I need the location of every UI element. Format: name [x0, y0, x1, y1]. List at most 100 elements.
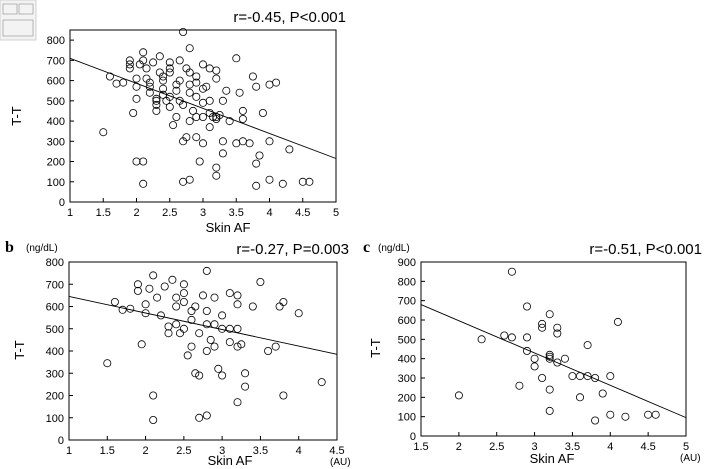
x-tick-label: 2 — [456, 441, 462, 453]
scatter-panel-b: b (ng/dL) r=-0.27, P=0.003 1 1.5 2 2.5 3 3.5 4… — [5, 239, 351, 468]
data-point — [553, 329, 562, 338]
data-point — [235, 88, 244, 97]
data-point — [165, 58, 174, 67]
data-point — [172, 113, 181, 122]
x-tick-label: 4 — [607, 441, 613, 453]
data-point — [225, 117, 234, 126]
data-point — [218, 149, 227, 158]
x-tick-label: 3 — [200, 207, 206, 219]
x-tick-label: 1.5 — [100, 445, 115, 457]
data-point — [168, 275, 177, 284]
x-tick-label: 2.5 — [489, 441, 504, 453]
data-point — [132, 94, 141, 103]
y-tick-label: 900 — [398, 257, 416, 269]
x-tick-label: 3 — [219, 445, 225, 457]
data-point — [165, 102, 174, 111]
data-point — [202, 346, 211, 355]
data-point — [126, 304, 135, 313]
x-axis-label: Skin AF — [206, 220, 251, 235]
x-tick-label: 5 — [333, 207, 339, 219]
data-point — [133, 280, 142, 289]
data-point — [205, 96, 214, 105]
data-point — [507, 333, 516, 342]
data-point — [172, 86, 181, 95]
data-point — [137, 340, 146, 349]
y-tick-label: 200 — [398, 392, 416, 404]
data-point — [621, 412, 630, 421]
data-point — [132, 74, 141, 83]
y-tick-label: 700 — [46, 279, 64, 291]
y-tick-label: 600 — [398, 315, 416, 327]
data-point — [179, 289, 188, 298]
points-group — [68, 266, 338, 424]
plot-frame — [420, 261, 687, 437]
data-point — [198, 291, 207, 300]
thumbnail-artifact — [0, 0, 37, 41]
y-axis-label: T-T — [368, 338, 383, 358]
data-point — [278, 179, 287, 188]
data-point — [606, 372, 615, 381]
x-tick-label: 4.5 — [640, 441, 655, 453]
data-point — [185, 88, 194, 97]
data-point — [192, 72, 201, 81]
data-point — [538, 319, 547, 328]
data-point — [125, 60, 134, 69]
x-tick-label: 3.5 — [253, 445, 268, 457]
data-point — [218, 137, 227, 146]
data-point — [141, 309, 150, 318]
data-point — [225, 289, 234, 298]
y-ticks: 0 100 200 300 400 500 600 700 800 — [46, 257, 73, 447]
data-point — [233, 291, 242, 300]
data-point — [507, 267, 516, 276]
data-point — [153, 293, 162, 302]
data-point — [149, 415, 158, 424]
data-point — [187, 315, 196, 324]
data-point — [305, 177, 314, 186]
plot-frame — [69, 29, 337, 203]
data-point — [187, 342, 196, 351]
data-point — [152, 100, 161, 109]
y-tick-label: 100 — [398, 412, 416, 424]
data-point — [515, 381, 524, 390]
data-point — [583, 341, 592, 350]
y-tick-label: 500 — [47, 96, 65, 108]
data-point — [192, 133, 201, 142]
y-ticks: 0 100 200 300 400 500 600 700 800 900 — [398, 257, 425, 443]
data-point — [185, 117, 194, 126]
data-point — [192, 92, 201, 101]
data-point — [145, 88, 154, 97]
data-point — [112, 79, 121, 88]
data-point — [218, 371, 227, 380]
data-point — [149, 271, 158, 280]
data-point — [613, 317, 622, 326]
data-point — [185, 80, 194, 89]
data-point — [185, 68, 194, 77]
x-tick-label: 4.5 — [329, 445, 344, 457]
data-point — [110, 297, 119, 306]
data-point — [241, 369, 250, 378]
data-point — [317, 378, 326, 387]
x-axis-label: Skin AF — [208, 453, 253, 468]
data-point — [545, 352, 554, 361]
data-point — [172, 302, 181, 311]
data-point — [279, 391, 288, 400]
data-point — [523, 333, 532, 342]
data-point — [212, 66, 221, 75]
y-tick-label: 600 — [47, 76, 65, 88]
data-point — [644, 410, 653, 419]
data-point — [198, 60, 207, 69]
data-point — [183, 351, 192, 360]
data-point — [99, 128, 108, 137]
y-tick-label: 400 — [47, 116, 65, 128]
x-ticks: 1 1.5 2 2.5 3 3.5 4 4.5 5 — [67, 198, 339, 219]
data-point — [139, 56, 148, 65]
data-point — [237, 340, 246, 349]
data-point — [179, 177, 188, 186]
data-point — [202, 306, 211, 315]
data-point — [179, 280, 188, 289]
data-point — [218, 96, 227, 105]
panel-label: b — [5, 239, 14, 256]
data-point — [214, 364, 223, 373]
regression-line — [69, 57, 337, 159]
data-point — [285, 145, 294, 154]
